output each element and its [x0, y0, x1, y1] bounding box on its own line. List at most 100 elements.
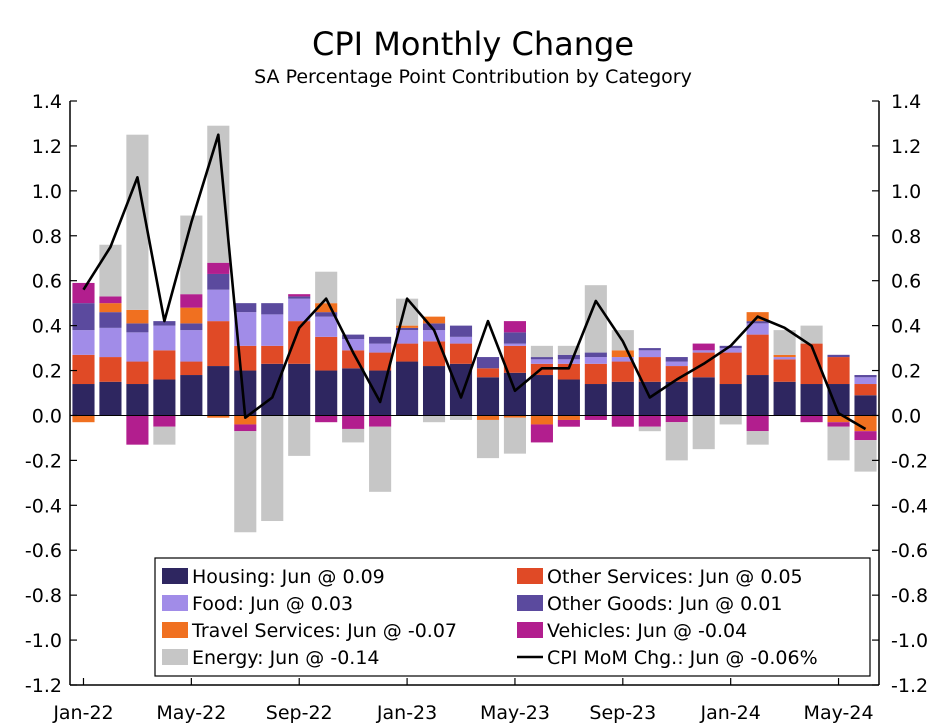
bar-vehicles-apr-22: [153, 415, 176, 427]
bar-housing-aug-22: [261, 363, 284, 416]
bar-other-services-jun-22: [207, 321, 230, 367]
bar-vehicles-may-24: [827, 422, 850, 427]
bar-travel-services-jul-22: [234, 415, 257, 425]
bar-other-goods-mar-22: [126, 323, 149, 333]
bar-food-mar-22: [126, 332, 149, 362]
bar-food-jul-23: [557, 359, 580, 364]
bar-vehicles-dec-23: [692, 343, 715, 351]
bar-travel-services-mar-22: [126, 309, 149, 324]
bar-energy-jul-23: [557, 345, 580, 355]
bar-energy-nov-23: [665, 422, 688, 461]
legend: Housing: Jun @ 0.09 Other Services: Jun @…: [154, 557, 871, 677]
bar-food-jan-23: [396, 330, 419, 344]
legend-label-other-goods: Other Goods: Jun @ 0.01: [547, 593, 782, 615]
y-tick-label-right: -0.4: [891, 495, 928, 517]
y-tick-label-right: 1.4: [891, 91, 921, 113]
legend-swatch-energy: [162, 649, 188, 665]
bar-housing-sep-22: [288, 363, 311, 416]
legend-box: [154, 557, 871, 677]
bar-energy-apr-24: [800, 325, 823, 344]
bar-housing-mar-24: [773, 381, 796, 416]
bar-travel-services-jun-23: [530, 415, 553, 425]
bar-vehicles-aug-23: [584, 415, 607, 420]
bar-other-services-sep-23: [611, 361, 634, 382]
bar-vehicles-mar-22: [126, 415, 149, 445]
legend-swatch-housing: [162, 568, 188, 584]
bar-energy-may-24: [827, 426, 850, 461]
y-tick-label-left: -0.2: [25, 450, 62, 472]
bar-energy-oct-22: [315, 271, 338, 304]
x-tick-label: May-23: [480, 702, 550, 724]
bar-energy-sep-22: [288, 415, 311, 456]
bar-other-services-oct-22: [315, 336, 338, 371]
bar-housing-mar-23: [449, 363, 473, 416]
bar-food-dec-22: [369, 343, 392, 353]
y-tick-label-right: 0.8: [891, 226, 921, 248]
y-tick-label-right: 0.2: [891, 361, 921, 383]
bar-energy-aug-23: [584, 285, 607, 353]
bar-food-oct-22: [315, 316, 338, 337]
legend-label-travel-services: Travel Services: Jun @ -0.07: [191, 620, 457, 642]
bar-other-goods-oct-22: [315, 312, 338, 317]
bar-other-goods-feb-22: [99, 312, 122, 328]
bar-travel-services-sep-23: [611, 350, 634, 358]
bar-vehicles-sep-23: [611, 415, 634, 427]
bar-food-oct-23: [638, 350, 661, 358]
bar-other-services-jun-24: [854, 384, 877, 396]
bar-vehicles-sep-22: [288, 294, 311, 297]
bar-travel-services-may-23: [503, 415, 526, 418]
y-tick-label-left: -0.4: [25, 495, 62, 517]
y-tick-label-left: 1.4: [32, 91, 62, 113]
bar-other-goods-jan-23: [396, 327, 419, 331]
bar-food-dec-23: [692, 350, 715, 353]
bar-other-goods-nov-22: [342, 334, 365, 340]
bar-other-goods-jan-22: [72, 303, 95, 331]
bar-housing-nov-23: [665, 381, 688, 416]
bar-vehicles-jun-24: [854, 431, 877, 441]
bar-vehicles-feb-24: [746, 415, 769, 432]
cpi-mom-line: [82, 133, 867, 431]
bar-vehicles-oct-23: [638, 415, 661, 427]
legend-swatch-vehicles: [517, 622, 543, 638]
y-tick-label-right: -1.2: [891, 675, 928, 697]
line-layer: [82, 133, 867, 431]
bar-energy-jun-22: [207, 125, 230, 263]
y-tick-label-left: -1.0: [25, 630, 62, 652]
bar-travel-services-jun-22: [207, 415, 230, 418]
bar-travel-services-mar-24: [773, 354, 796, 358]
bar-food-jul-22: [234, 312, 257, 346]
bar-other-services-jan-23: [396, 343, 419, 362]
y-tick-label-left: 0.8: [32, 226, 62, 248]
y-tick-label-left: 0.2: [32, 361, 62, 383]
y-tick-label-right: 1.0: [891, 181, 921, 203]
bar-vehicles-may-22: [180, 294, 203, 308]
bar-travel-services-jul-23: [557, 415, 580, 420]
bar-other-goods-dec-22: [369, 336, 392, 344]
bar-energy-may-23: [503, 417, 526, 454]
x-tick-label: May-22: [156, 702, 226, 724]
chart-title: CPI Monthly Change: [312, 25, 634, 63]
bar-other-services-feb-23: [422, 341, 446, 367]
bar-travel-services-feb-22: [99, 303, 122, 313]
bar-other-goods-aug-22: [261, 303, 284, 315]
y-tick-label-left: -0.8: [25, 585, 62, 607]
bar-energy-may-22: [180, 215, 203, 295]
bar-travel-services-may-22: [180, 307, 203, 324]
bar-food-mar-24: [773, 357, 796, 360]
bar-food-jun-23: [530, 359, 553, 364]
bar-other-services-mar-24: [773, 359, 796, 382]
bar-housing-jun-22: [207, 366, 230, 416]
bar-energy-apr-23: [476, 419, 500, 459]
legend-label-cpi-mom-chg-: CPI MoM Chg.: Jun @ -0.06%: [547, 647, 818, 669]
bar-other-goods-jul-23: [557, 354, 580, 360]
bar-energy-mar-22: [126, 134, 149, 310]
y-tick-label-left: 0.6: [32, 271, 62, 293]
bar-food-jun-22: [207, 289, 230, 322]
bar-food-aug-22: [261, 314, 284, 346]
bar-other-goods-jul-22: [234, 303, 257, 313]
legend-swatch-travel-services: [162, 622, 188, 638]
bar-housing-apr-22: [153, 379, 176, 416]
bar-other-goods-nov-23: [665, 357, 688, 362]
y-tick-label-left: 0.4: [32, 316, 62, 338]
bar-travel-services-oct-22: [315, 303, 338, 313]
